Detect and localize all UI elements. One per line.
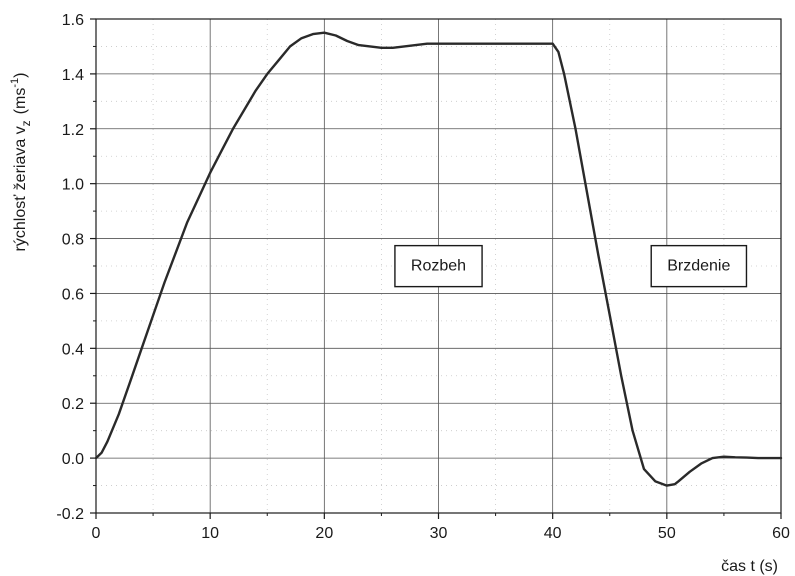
y-tick-label: 1.0	[62, 177, 84, 194]
x-tick-label: 30	[430, 525, 448, 542]
y-label-close: )	[12, 73, 29, 78]
y-label-main: rýchlosť žeriava v	[12, 126, 29, 251]
y-label-subscript: z	[19, 120, 33, 126]
annotation-label: Brzdenie	[667, 258, 730, 275]
annotation-box: Rozbeh	[395, 246, 482, 287]
x-tick-label: 40	[544, 525, 562, 542]
y-tick-label: 0.6	[62, 286, 84, 303]
y-tick-label: 1.6	[62, 12, 84, 29]
x-tick-label: 50	[658, 525, 676, 542]
x-tick-label: 60	[772, 525, 790, 542]
y-label-superscript: -1	[9, 78, 21, 88]
x-axis-label: čas t (s)	[721, 558, 778, 575]
x-tick-label: 10	[201, 525, 219, 542]
x-tick-label: 20	[315, 525, 333, 542]
y-tick-label: 0.0	[62, 451, 84, 468]
y-label-unit: (ms	[12, 88, 29, 115]
y-tick-label: -0.2	[56, 506, 84, 523]
y-tick-label: 1.2	[62, 122, 84, 139]
y-tick-label: 0.4	[62, 341, 84, 358]
annotation-box: Brzdenie	[651, 246, 746, 287]
y-tick-label: 1.4	[62, 67, 84, 84]
y-tick-label: 0.2	[62, 396, 84, 413]
annotation-label: Rozbeh	[411, 258, 466, 275]
x-tick-label: 0	[92, 525, 101, 542]
y-tick-label: 0.8	[62, 232, 84, 249]
